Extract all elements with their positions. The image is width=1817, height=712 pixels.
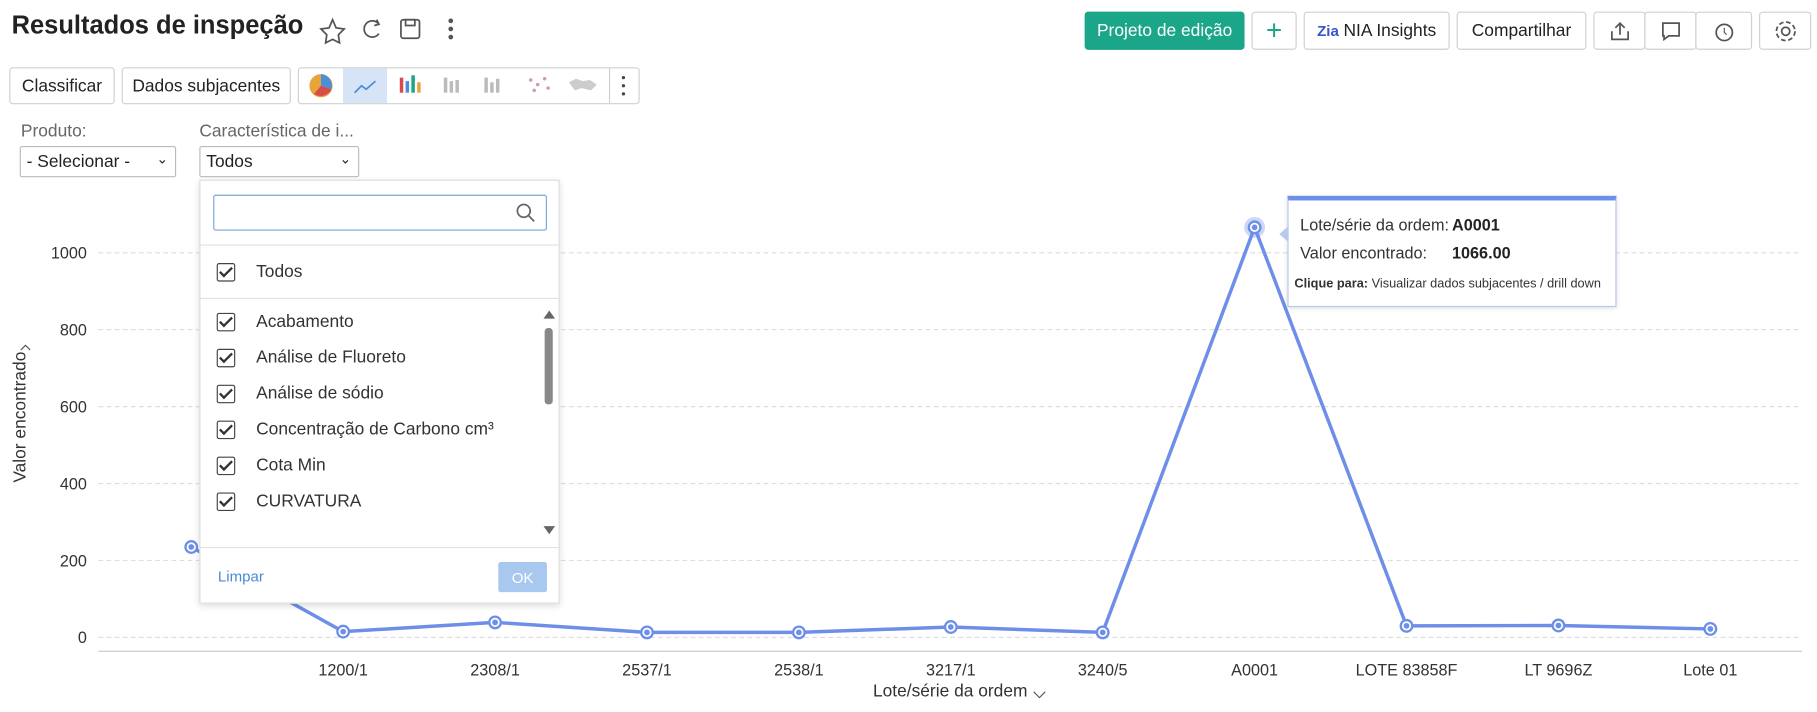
active-type (343, 68, 388, 104)
point-center (340, 628, 347, 635)
point-center (947, 624, 954, 630)
filter-select[interactable]: - Selecionar - ⌄ (19, 146, 177, 178)
x-tick-label: A0001 (1231, 662, 1278, 680)
x-tick-label: LOTE 83858F (1356, 662, 1458, 680)
page-title: Resultados de inspeção (12, 12, 304, 40)
option-label: Acabamento (256, 311, 354, 332)
underlying-data-button[interactable]: Dados subjacentes (121, 67, 291, 105)
y-tick-label: 800 (60, 321, 87, 339)
option-all[interactable]: Todos (216, 261, 303, 282)
tooltip: Lote/série da ordem: A0001 Valor encontr… (1279, 195, 1617, 308)
tooltip-y-label: Valor encontrado: (1300, 243, 1428, 262)
point-center (492, 619, 498, 626)
x-tick-label: 2538/1 (774, 662, 824, 680)
point-center (1099, 629, 1106, 636)
x-tick-label: Lote 01 (1683, 662, 1737, 680)
filter-label: Produto: (20, 121, 87, 142)
y-tick-label: 200 (60, 552, 87, 570)
clear-link[interactable]: Limpar (217, 567, 264, 586)
title-icons (319, 17, 454, 45)
dropdown-panel: Todos Acabamento Análise de Fluoreto Análi… (199, 179, 560, 604)
point-center (188, 544, 195, 550)
settings-button[interactable] (1759, 11, 1812, 50)
alarm-button[interactable] (1695, 11, 1753, 50)
point-center (1403, 622, 1410, 629)
x-tick-label: 3217/1 (926, 662, 976, 680)
insights-button[interactable]: Zia NIA Insights (1303, 11, 1450, 50)
hint-label: Clique para: (1294, 276, 1369, 291)
comment-button[interactable] (1644, 11, 1697, 50)
insights-label: NIA Insights (1343, 20, 1437, 41)
option[interactable]: Acabamento (216, 311, 354, 332)
add-button[interactable]: + (1251, 11, 1297, 50)
filter-select[interactable]: Todos ⌄ (199, 146, 360, 178)
option-label: Análise de Fluoreto (256, 347, 406, 368)
export-icon (1610, 21, 1629, 40)
chart-type-bar (297, 67, 640, 105)
option-label: Todos (256, 261, 303, 282)
ok-button[interactable]: OK (498, 562, 547, 593)
point-center (1555, 622, 1562, 629)
y-tick-label: 600 (60, 398, 87, 416)
search-input[interactable] (213, 194, 547, 231)
x-axis-title: Lote/série da ordem (873, 680, 1028, 700)
filter-value: - Selecionar - (26, 151, 131, 172)
x-tick-label: 2308/1 (470, 662, 520, 680)
tooltip-y-value: 1066.00 (1451, 243, 1511, 262)
settings-icon (1774, 20, 1796, 41)
x-tick-label: 1200/1 (318, 662, 368, 680)
option[interactable]: Concentração de Carbono cm³ (216, 419, 494, 440)
point-center (1707, 626, 1714, 632)
tooltip-x-value: A0001 (1451, 215, 1500, 235)
option[interactable]: Análise de Fluoreto (216, 347, 406, 368)
chart-type-icons (309, 68, 626, 104)
y-tick-label: 0 (78, 629, 87, 647)
option[interactable]: Cota Min (216, 455, 326, 476)
x-tick-label: 3240/5 (1078, 662, 1128, 680)
y-axis-title: Valor encontrado (9, 352, 29, 483)
filter-value: Todos (206, 151, 253, 172)
option-label: CURVATURA (256, 491, 362, 512)
export-button[interactable] (1593, 11, 1646, 50)
point-center (1251, 224, 1258, 231)
sort-button[interactable]: Classificar (9, 67, 115, 105)
x-axis-chevron (1033, 691, 1046, 699)
option[interactable]: CURVATURA (216, 491, 362, 512)
option-list: Acabamento Análise de Fluoreto Análise de … (200, 301, 548, 547)
edit-button[interactable]: Projeto de edição (1084, 11, 1245, 50)
scrollbar[interactable] (544, 327, 553, 405)
point-center (644, 629, 650, 636)
tooltip-hint: Clique para: Visualizar dados subjacente… (1294, 277, 1601, 291)
point-center (795, 629, 802, 636)
option-label: Concentração de Carbono cm³ (256, 419, 494, 440)
x-tick-label: LT 9696Z (1524, 662, 1592, 680)
y-tick-label: 1000 (51, 245, 87, 263)
option-label: Cota Min (256, 455, 326, 476)
filter-label: Característica de i... (199, 121, 354, 142)
y-tick-label: 400 (60, 475, 87, 493)
share-button[interactable]: Compartilhar (1456, 11, 1587, 50)
hint-text: Visualizar dados subjacentes / drill dow… (1371, 276, 1601, 291)
search-icon (516, 203, 535, 222)
alarm-icon (1714, 22, 1733, 41)
y-axis-chevron (20, 344, 31, 351)
comment-icon (1661, 21, 1680, 41)
option[interactable]: Análise de sódio (216, 383, 384, 404)
tooltip-x-label: Lote/série da ordem: (1300, 215, 1449, 235)
option-label: Análise de sódio (256, 383, 384, 404)
x-tick-label: 2537/1 (622, 662, 672, 680)
